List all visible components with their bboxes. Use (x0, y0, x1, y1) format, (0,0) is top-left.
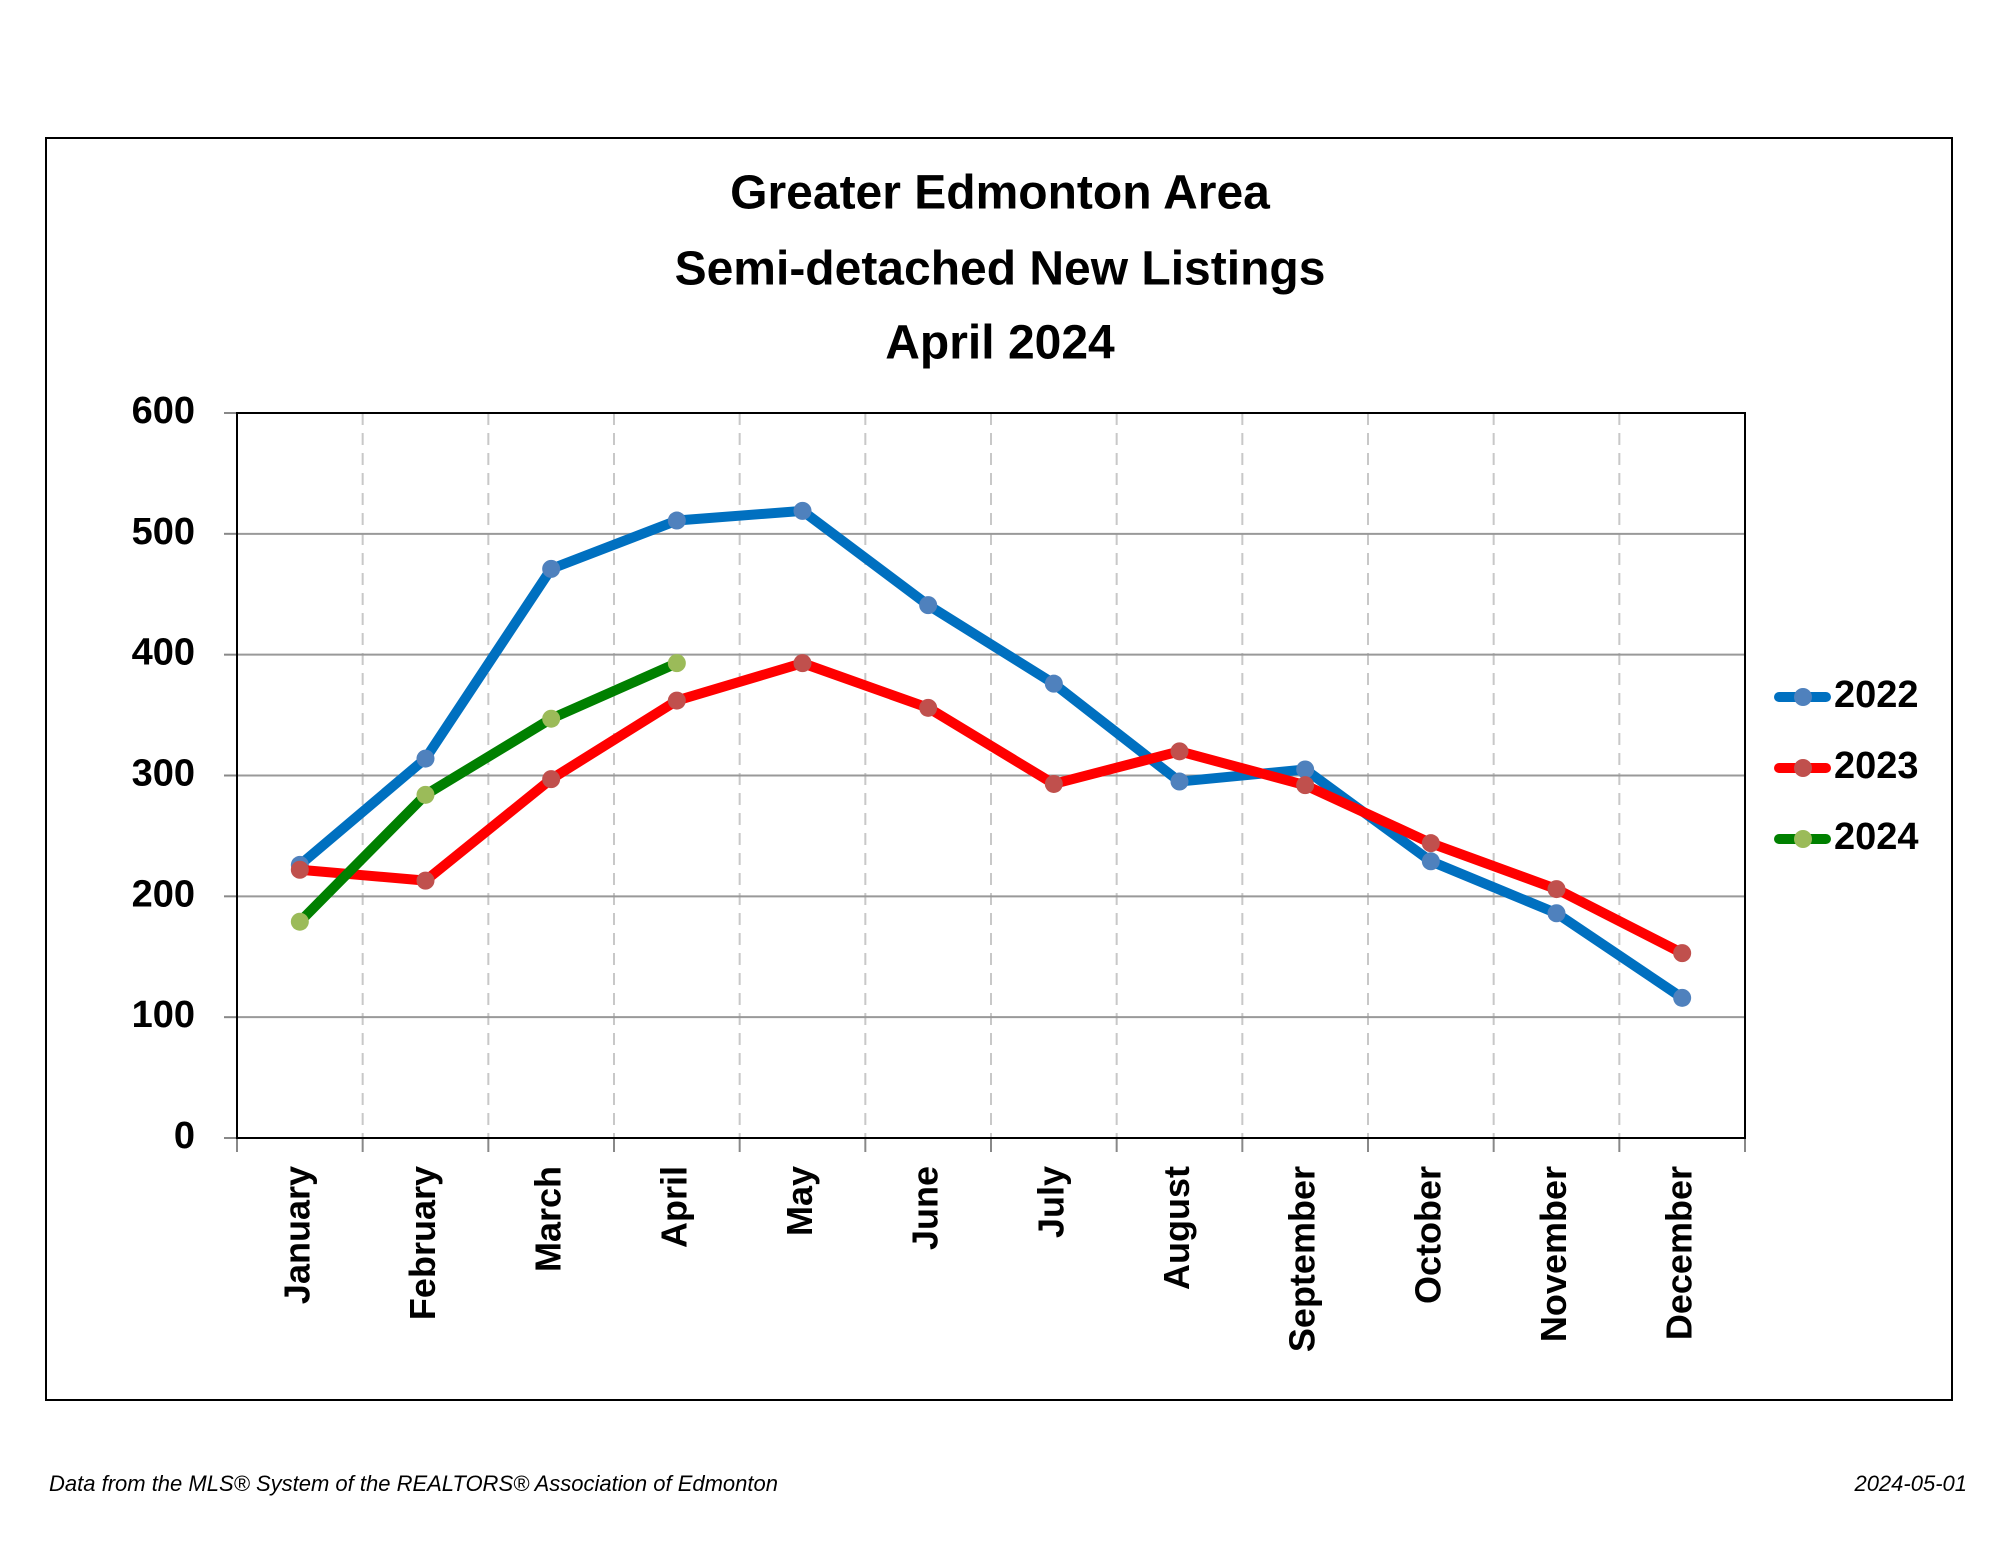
footer-date: 2024-05-01 (1853, 1471, 1967, 1496)
y-tick-label: 100 (132, 994, 195, 1036)
legend-label: 2024 (1834, 816, 1919, 858)
marker (416, 785, 435, 804)
marker (1673, 944, 1692, 963)
chart-title: Semi-detached New Listings (675, 243, 1326, 296)
marker (1421, 834, 1440, 853)
x-tick-label: August (1156, 1166, 1197, 1290)
footer-source: Data from the MLS® System of the REALTOR… (49, 1471, 778, 1496)
marker (667, 654, 686, 673)
marker (542, 709, 561, 728)
legend-marker (1794, 688, 1812, 706)
marker (1673, 988, 1692, 1007)
y-tick-label: 400 (132, 632, 195, 674)
marker (1296, 776, 1315, 795)
chart-title: April 2024 (885, 317, 1115, 370)
y-tick-label: 0 (174, 1115, 195, 1157)
marker (542, 770, 561, 789)
x-tick-label: February (402, 1166, 443, 1320)
legend-marker (1794, 759, 1812, 777)
x-tick-label: June (905, 1166, 946, 1250)
series-line (294, 505, 1688, 1003)
marker (1044, 774, 1063, 793)
marker (290, 912, 309, 931)
marker (1044, 674, 1063, 693)
marker (416, 871, 435, 890)
y-tick-label: 200 (132, 873, 195, 915)
y-tick-label: 300 (132, 753, 195, 795)
marker (1170, 742, 1189, 761)
marker (1421, 852, 1440, 871)
legend-label: 2023 (1834, 745, 1919, 787)
legend-marker (1794, 830, 1812, 848)
marker (793, 501, 812, 520)
marker (290, 860, 309, 879)
marker (667, 691, 686, 710)
chart-title: Greater Edmonton Area (730, 167, 1270, 220)
marker (667, 511, 686, 530)
x-tick-label: November (1533, 1166, 1574, 1342)
marker (793, 654, 812, 673)
x-tick-label: April (653, 1166, 694, 1248)
marker (919, 596, 938, 615)
chart-frame (45, 137, 1953, 1401)
marker (1547, 904, 1566, 923)
marker (1547, 880, 1566, 899)
series-line (294, 658, 1688, 959)
marker (919, 698, 938, 717)
marker (542, 559, 561, 578)
marker (416, 749, 435, 768)
x-tick-label: October (1407, 1166, 1448, 1304)
x-tick-label: May (779, 1166, 820, 1236)
y-tick-label: 600 (132, 390, 195, 432)
x-tick-label: September (1282, 1166, 1323, 1352)
y-tick-label: 500 (132, 511, 195, 553)
x-tick-label: March (528, 1166, 569, 1272)
x-tick-label: January (276, 1166, 317, 1304)
plot-area (236, 412, 1746, 1139)
marker (1296, 760, 1315, 779)
legend-label: 2022 (1834, 674, 1919, 716)
x-tick-label: July (1030, 1166, 1071, 1238)
marker (1170, 772, 1189, 791)
series-line (294, 658, 682, 927)
x-tick-label: December (1659, 1166, 1700, 1340)
